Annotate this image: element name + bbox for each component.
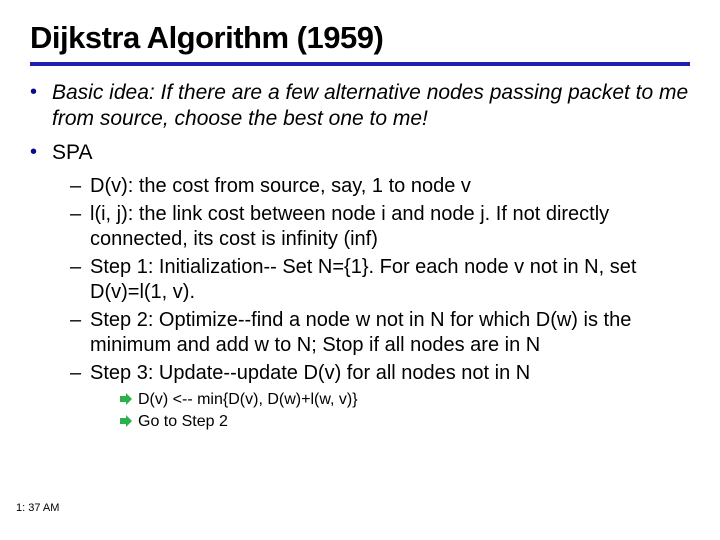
bullet-lvl1-item: • SPA (30, 140, 690, 166)
bullet-lvl3-text: D(v) <-- min{D(v), D(w)+l(w, v)} (138, 389, 358, 410)
bullet-lvl2-text: Step 1: Initialization-- Set N={1}. For … (90, 255, 690, 305)
bullet-lvl2-text: l(i, j): the link cost between node i an… (90, 202, 690, 252)
bullet-lvl2-item: – Step 3: Update--update D(v) for all no… (70, 361, 690, 386)
bullet-lvl2-item: – Step 1: Initialization-- Set N={1}. Fo… (70, 255, 690, 305)
arrow-icon (120, 411, 138, 427)
bullet-lvl2-item: – D(v): the cost from source, say, 1 to … (70, 174, 690, 199)
bullet-lvl3-item: Go to Step 2 (120, 411, 690, 432)
bullet-lvl2-text: Step 2: Optimize--find a node w not in N… (90, 308, 690, 358)
bullet-lvl2-text: Step 3: Update--update D(v) for all node… (90, 361, 530, 386)
bullet-lvl1-text: SPA (52, 140, 92, 166)
dash-icon: – (70, 308, 90, 333)
bullet-lvl3-text: Go to Step 2 (138, 411, 228, 432)
bullet-dot-icon: • (30, 140, 52, 165)
bullet-lvl2-text: D(v): the cost from source, say, 1 to no… (90, 174, 471, 199)
bullet-dot-icon: • (30, 80, 52, 105)
bullet-lvl1-text: Basic idea: If there are a few alternati… (52, 80, 690, 132)
bullet-lvl2-item: – Step 2: Optimize--find a node w not in… (70, 308, 690, 358)
title-underline (30, 62, 690, 66)
bullet-lvl2-item: – l(i, j): the link cost between node i … (70, 202, 690, 252)
bullet-lvl1-item: • Basic idea: If there are a few alterna… (30, 80, 690, 132)
bullet-lvl3-item: D(v) <-- min{D(v), D(w)+l(w, v)} (120, 389, 690, 410)
dash-icon: – (70, 202, 90, 227)
slide-title: Dijkstra Algorithm (1959) (30, 20, 690, 62)
dash-icon: – (70, 361, 90, 386)
dash-icon: – (70, 255, 90, 280)
dash-icon: – (70, 174, 90, 199)
arrow-icon (120, 389, 138, 405)
timestamp: 1: 37 AM (16, 502, 59, 514)
